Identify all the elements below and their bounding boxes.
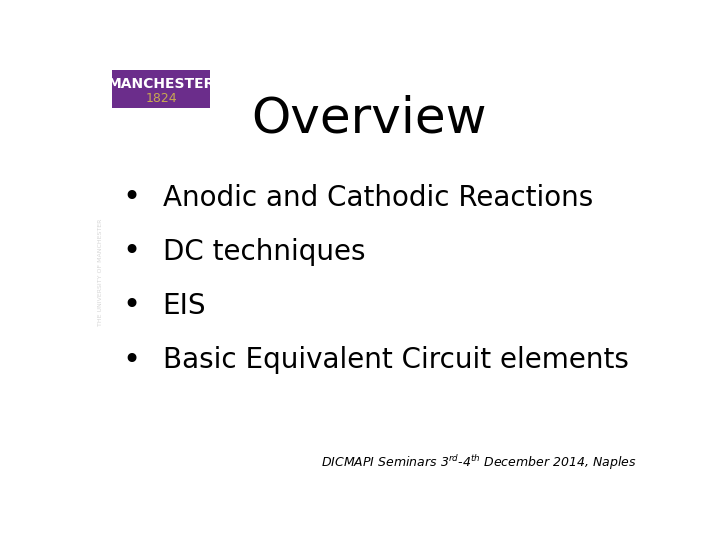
Text: THE UNIVERSITY OF MANCHESTER: THE UNIVERSITY OF MANCHESTER xyxy=(97,219,102,326)
FancyBboxPatch shape xyxy=(112,70,210,109)
Text: DICMAPI Seminars 3$^{rd}$-4$^{th}$ December 2014, Naples: DICMAPI Seminars 3$^{rd}$-4$^{th}$ Decem… xyxy=(321,454,637,472)
Text: •: • xyxy=(123,292,141,320)
Text: •: • xyxy=(123,238,141,266)
Text: MANCHESTER: MANCHESTER xyxy=(107,77,215,91)
Text: •: • xyxy=(123,184,141,212)
Text: DC techniques: DC techniques xyxy=(163,238,365,266)
Text: 1824: 1824 xyxy=(145,92,177,105)
Text: Basic Equivalent Circuit elements: Basic Equivalent Circuit elements xyxy=(163,346,629,374)
Text: Anodic and Cathodic Reactions: Anodic and Cathodic Reactions xyxy=(163,184,593,212)
Text: Overview: Overview xyxy=(251,95,487,143)
Text: EIS: EIS xyxy=(163,292,206,320)
Text: •: • xyxy=(123,346,141,375)
